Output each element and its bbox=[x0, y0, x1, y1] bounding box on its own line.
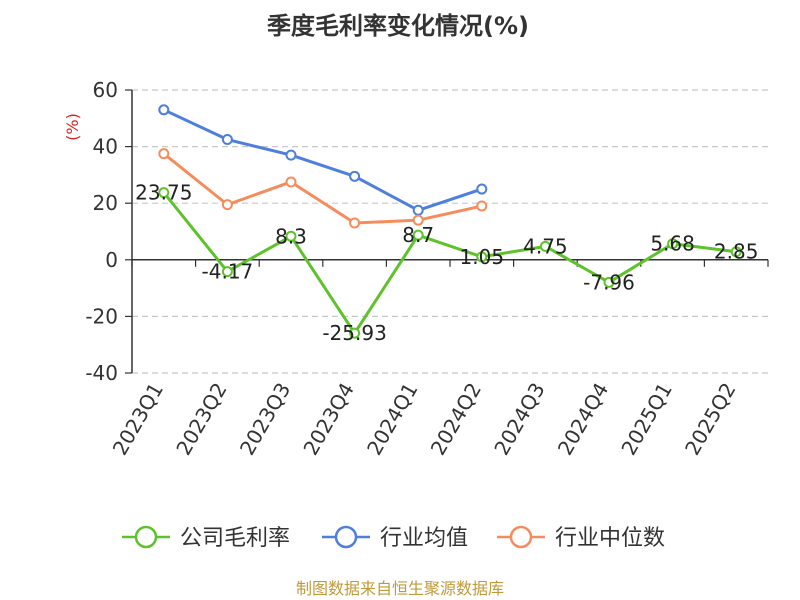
data-point bbox=[285, 230, 297, 242]
x-tick-label: 2023Q3 bbox=[235, 379, 295, 460]
legend: 公司毛利率 行业均值 行业中位数 bbox=[122, 525, 665, 551]
data-point bbox=[667, 238, 679, 250]
legend-item: 公司毛利率 bbox=[122, 525, 290, 551]
axes bbox=[125, 89, 769, 374]
x-tick-label: 2025Q1 bbox=[616, 379, 676, 460]
data-label: -7.96 bbox=[583, 270, 635, 294]
series-line bbox=[163, 108, 483, 212]
data-labels: 23.75 -4.17 8.3 -25.93 8.7 1.05 4.75 -7.96 5.68 2… bbox=[135, 181, 758, 346]
data-point bbox=[730, 246, 742, 258]
data-label: 5.68 bbox=[650, 232, 695, 256]
x-tick-label: 2024Q4 bbox=[553, 379, 613, 460]
y-tick-label: -40 bbox=[85, 361, 118, 385]
data-point bbox=[349, 327, 361, 339]
data-point bbox=[349, 217, 361, 229]
y-tick-label: 0 bbox=[105, 248, 118, 272]
y-tick-label: 40 bbox=[93, 135, 118, 159]
legend-marker bbox=[134, 525, 158, 549]
data-label: 4.75 bbox=[523, 234, 568, 258]
data-point bbox=[476, 183, 488, 195]
legend-label: 行业均值 bbox=[380, 526, 468, 551]
source-note: 制图数据来自恒生聚源数据库 bbox=[296, 579, 504, 598]
data-point bbox=[221, 266, 233, 278]
x-tick-label: 2023Q1 bbox=[108, 379, 168, 460]
data-point bbox=[412, 204, 424, 216]
data-point bbox=[285, 176, 297, 188]
data-point bbox=[285, 149, 297, 161]
x-tick-labels: 2023Q1 2023Q2 2023Q3 2023Q4 2024Q1 2024Q2 2024… bbox=[108, 379, 741, 460]
data-label: 1.05 bbox=[460, 245, 505, 269]
data-point bbox=[158, 148, 170, 160]
x-tick-label: 2024Q2 bbox=[426, 379, 486, 460]
data-point bbox=[158, 104, 170, 116]
data-point bbox=[349, 170, 361, 182]
data-point bbox=[476, 200, 488, 212]
chart-title: 季度毛利率变化情况(%) bbox=[267, 12, 529, 40]
data-point bbox=[476, 251, 488, 263]
data-point bbox=[539, 240, 551, 252]
data-label: 8.7 bbox=[402, 223, 434, 247]
y-axis-unit-label: (%) bbox=[63, 113, 82, 141]
x-tick-label: 2023Q2 bbox=[171, 379, 231, 460]
data-label: 8.3 bbox=[275, 224, 307, 248]
series-line bbox=[162, 152, 483, 225]
y-tick-label: 60 bbox=[93, 78, 118, 102]
legend-item: 行业中位数 bbox=[497, 525, 665, 551]
data-point bbox=[221, 134, 233, 146]
data-label: -4.17 bbox=[202, 260, 254, 284]
data-label: 2.85 bbox=[714, 240, 759, 264]
x-tick-label: 2025Q2 bbox=[680, 379, 740, 460]
y-tick-labels: 60 40 20 0 -20 -40 bbox=[85, 78, 118, 385]
y-tick-label: 20 bbox=[93, 191, 118, 215]
x-tick-label: 2024Q1 bbox=[362, 379, 422, 460]
x-tick-label: 2023Q4 bbox=[298, 379, 358, 460]
series-layer bbox=[158, 104, 742, 339]
legend-item: 行业均值 bbox=[322, 525, 468, 551]
data-point bbox=[603, 276, 615, 288]
grid-lines bbox=[132, 89, 768, 374]
legend-marker bbox=[334, 525, 358, 549]
data-label: 23.75 bbox=[135, 181, 192, 205]
data-point bbox=[412, 214, 424, 226]
x-tick-label: 2024Q3 bbox=[489, 379, 549, 460]
y-tick-label: -20 bbox=[85, 304, 118, 328]
legend-label: 公司毛利率 bbox=[180, 526, 290, 551]
data-point bbox=[412, 229, 424, 241]
series-line bbox=[162, 191, 737, 335]
legend-label: 行业中位数 bbox=[555, 526, 665, 551]
data-label: -25.93 bbox=[322, 321, 386, 345]
legend-marker bbox=[509, 525, 533, 549]
data-point bbox=[221, 199, 233, 211]
data-point bbox=[158, 187, 170, 199]
